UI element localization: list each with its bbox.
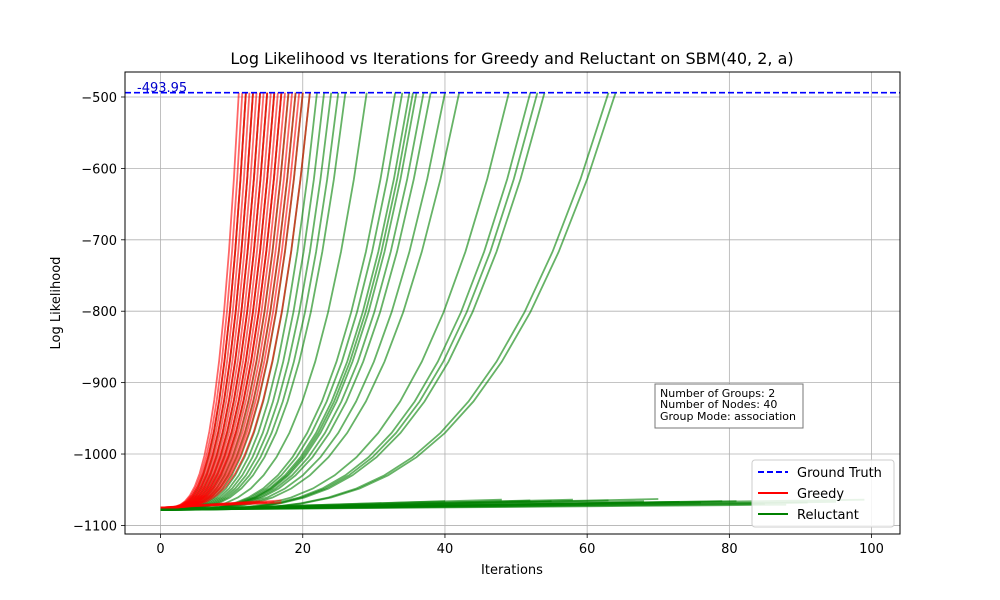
x-axis-label: Iterations (481, 563, 543, 578)
series-layer (160, 92, 865, 511)
reluctant-run-line (160, 498, 865, 511)
y-tick-label: −600 (81, 162, 117, 177)
y-axis-label: Log Likelihood (49, 257, 64, 350)
y-tick-label: −900 (81, 377, 117, 392)
x-tick-label: 100 (859, 542, 884, 557)
y-tick-label: −1000 (73, 448, 117, 463)
plot-frame (124, 71, 901, 535)
legend: Ground Truth Greedy Reluctant (751, 459, 895, 528)
x-tick-label: 40 (437, 542, 454, 557)
info-box-line: Group Mode: association (660, 410, 796, 423)
x-tick-label: 20 (294, 542, 311, 557)
x-tick-label: 60 (579, 542, 596, 557)
legend-label-greedy: Greedy (797, 487, 844, 502)
y-tick-label: −1100 (73, 519, 117, 534)
x-tick-label: 80 (721, 542, 738, 557)
legend-label-reluctant: Reluctant (797, 508, 859, 523)
greedy-run-line (160, 92, 311, 509)
ground-truth-value-label: -493.95 (137, 81, 187, 96)
legend-label-ground-truth: Ground Truth (797, 466, 882, 481)
info-box-frame (654, 383, 804, 429)
y-tick-label: −800 (81, 305, 117, 320)
chart-title: Log Likelihood vs Iterations for Greedy … (230, 49, 793, 68)
info-box: Number of Groups: 2 Number of Nodes: 40 … (654, 383, 804, 429)
x-tick-label: 0 (156, 542, 164, 557)
legend-frame (751, 459, 895, 528)
y-tick-label: −700 (81, 234, 117, 249)
reluctant-run-line (160, 92, 617, 511)
info-box-line: Number of Groups: 2 (660, 387, 775, 400)
ticks: 0 20 40 60 80 100 −1100 −1000 −900 −800 −700 −600 −5… (73, 91, 884, 557)
info-box-line: Number of Nodes: 40 (660, 398, 777, 411)
y-tick-label: −500 (81, 91, 117, 106)
